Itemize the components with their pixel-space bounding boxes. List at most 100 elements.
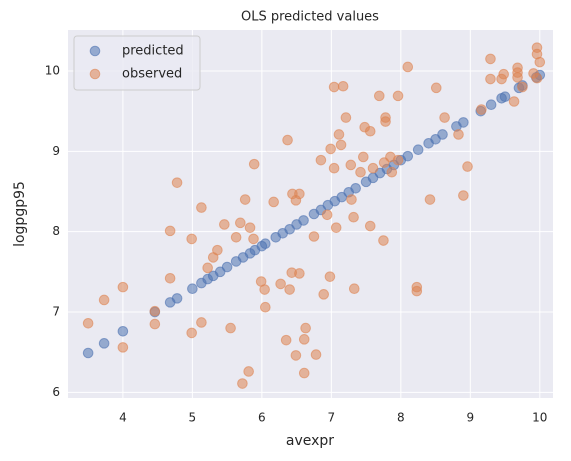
point [164,225,176,237]
point [367,162,379,174]
point [235,217,246,229]
legend-label: observed [122,67,182,82]
point [378,235,389,246]
point [325,143,336,155]
point [346,194,357,205]
point [196,202,207,213]
point [528,68,539,79]
point [330,222,342,233]
point [458,117,469,128]
point [82,317,94,329]
point [402,150,414,162]
legend-marker [89,68,101,80]
point [458,190,469,201]
point [117,281,129,293]
point [392,90,404,102]
x-tick-label: 9 [466,411,474,425]
point [512,72,523,83]
point [328,81,340,93]
point [308,231,320,242]
point [485,73,496,85]
point [462,161,473,172]
point [364,125,376,137]
point [230,232,242,243]
point [355,166,366,178]
point [186,233,197,245]
point [171,177,183,188]
point [348,211,359,223]
chart-title: OLS predicted values [241,10,379,25]
x-axis-label: avexpr [286,433,334,449]
point [298,215,309,226]
point [294,188,305,200]
point [508,96,520,107]
point [294,268,305,279]
x-tick-label: 8 [397,411,405,425]
y-tick-label: 9 [52,144,60,158]
point [298,367,310,379]
y-tick-label: 10 [45,63,60,77]
x-tick-label: 5 [189,411,197,425]
point [298,334,310,345]
point [248,158,260,170]
point [196,317,207,328]
point [340,112,352,123]
point [164,272,176,284]
point [260,301,271,313]
point [98,294,110,306]
point [348,283,360,295]
legend-label: predicted [122,44,184,59]
point [392,154,404,166]
y-axis-label: logpgp95 [12,181,28,247]
point [411,285,423,297]
point [237,378,248,389]
y-tick-label: 6 [52,385,60,399]
legend-marker [89,45,101,57]
point [335,139,347,151]
point [282,134,293,146]
point [358,151,369,163]
y-tick-label: 8 [52,224,60,238]
point [318,289,330,300]
point [221,261,233,273]
point [345,159,357,171]
point [485,53,496,65]
point [117,342,129,353]
point [380,112,391,123]
point [315,154,327,166]
point [337,80,349,92]
point [280,334,292,346]
x-tick-label: 10 [532,411,547,425]
point [453,129,464,140]
point [187,283,198,295]
point [386,166,398,178]
point [212,244,223,256]
point [219,219,230,230]
point [328,162,340,174]
point [498,68,509,80]
point [239,194,251,205]
point [485,99,497,111]
point [117,326,129,337]
point [333,129,345,140]
point [290,350,302,361]
x-tick-label: 6 [258,411,266,425]
point [186,327,197,339]
point [202,262,213,274]
point [243,366,254,377]
point [82,347,94,359]
point [424,194,436,205]
point [171,293,183,304]
point [149,305,161,317]
point [439,112,450,123]
point [364,220,376,232]
point [98,338,110,349]
point [499,91,511,102]
point [412,144,424,156]
point [437,129,448,140]
point [284,284,295,295]
point [350,182,361,194]
point [373,90,385,102]
point [149,318,161,330]
point [476,104,487,115]
